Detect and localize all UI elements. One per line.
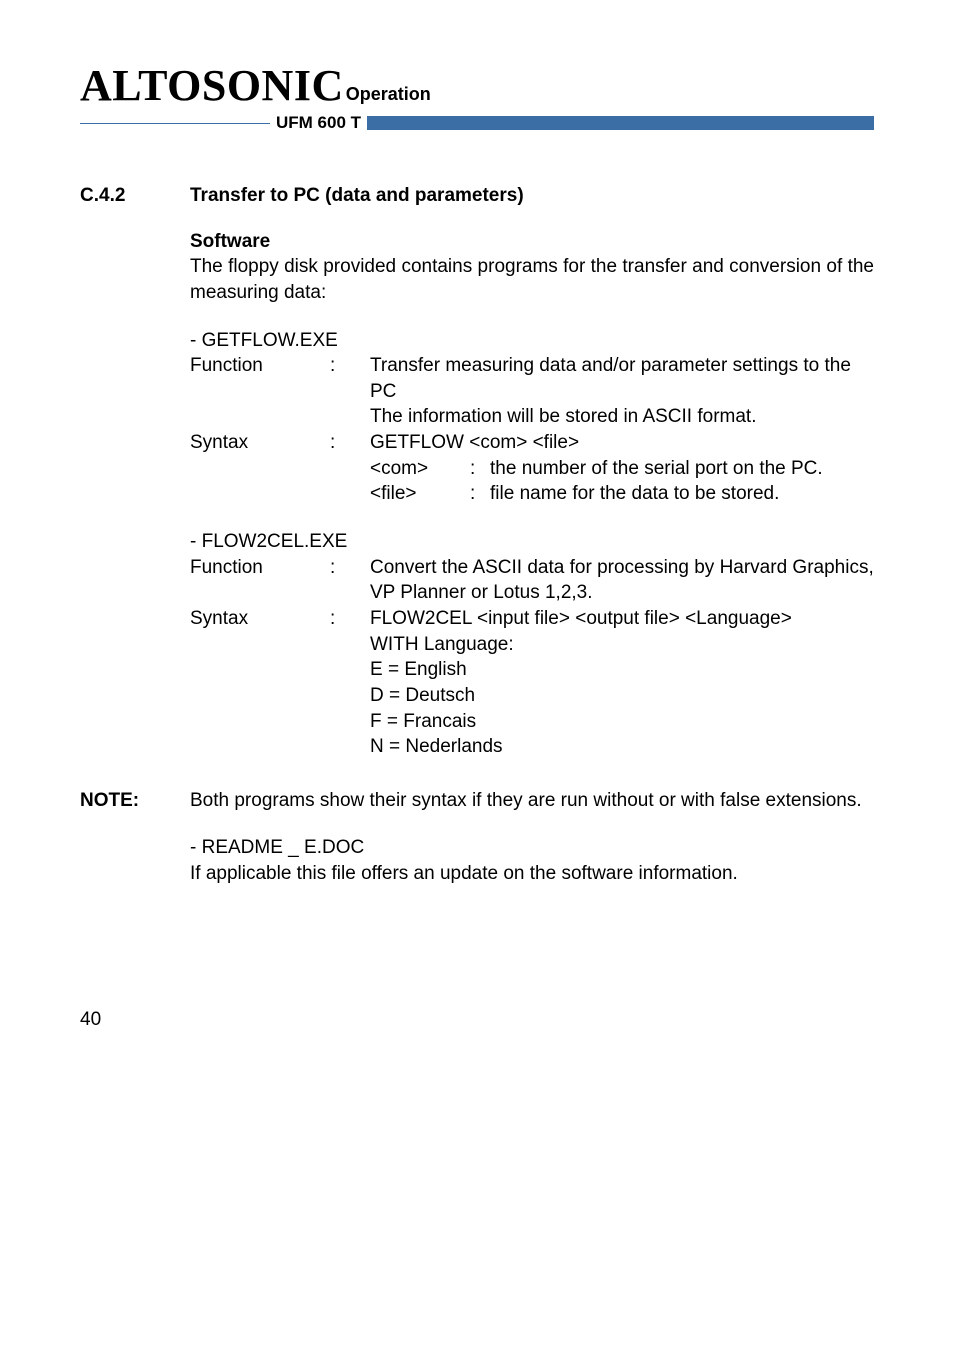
- prog2-syntax-label: Syntax: [190, 606, 330, 760]
- prog1-arg2-name: <file>: [370, 481, 470, 507]
- prog1-arg1-colon: :: [470, 456, 490, 482]
- prog2-lang-e: E = English: [370, 657, 874, 683]
- bar-line-left: [80, 123, 270, 124]
- content: C.4.2 Transfer to PC (data and parameter…: [80, 183, 874, 1032]
- prog2-syntax-cmd: FLOW2CEL <input file> <output file> <Lan…: [370, 606, 874, 632]
- doc-title: ALTOSONIC Operation: [80, 60, 874, 111]
- prog2-syntax-colon: :: [330, 606, 370, 760]
- section-number: C.4.2: [80, 183, 190, 209]
- software-heading: Software: [190, 229, 874, 255]
- prog1-func-text1: Transfer measuring data and/or parameter…: [370, 353, 874, 404]
- prog2-lang-n: N = Nederlands: [370, 734, 874, 760]
- prog1-func-text: Transfer measuring data and/or parameter…: [370, 353, 874, 430]
- prog1-name: - GETFLOW.EXE: [190, 328, 874, 354]
- prog1-arg1-desc: the number of the serial port on the PC.: [490, 456, 874, 482]
- prog1-syntax-colon: :: [330, 430, 370, 507]
- note-label: NOTE:: [80, 788, 190, 887]
- section-title: Transfer to PC (data and parameters): [190, 183, 524, 209]
- prog1-syntax-row: Syntax : GETFLOW <com> <file> <com> : th…: [190, 430, 874, 507]
- prog1-func-label: Function: [190, 353, 330, 430]
- prog1-arg1-row: <com> : the number of the serial port on…: [370, 456, 874, 482]
- prog2-func-label: Function: [190, 555, 330, 606]
- header-bar: UFM 600 T: [80, 113, 874, 133]
- prog2-name: - FLOW2CEL.EXE: [190, 529, 874, 555]
- prog1-func-colon: :: [330, 353, 370, 430]
- title-sub: Operation: [346, 84, 431, 105]
- page-number: 40: [80, 1007, 874, 1033]
- bar-label: UFM 600 T: [276, 113, 361, 133]
- software-intro: The floppy disk provided contains progra…: [190, 254, 874, 305]
- prog1-syntax-cmd: GETFLOW <com> <file>: [370, 430, 874, 456]
- note-block: NOTE: Both programs show their syntax if…: [80, 788, 874, 887]
- prog1-block: - GETFLOW.EXE Function : Transfer measur…: [190, 328, 874, 507]
- prog1-syntax-body: GETFLOW <com> <file> <com> : the number …: [370, 430, 874, 507]
- readme-name: - README _ E.DOC: [190, 835, 874, 861]
- note-text: Both programs show their syntax if they …: [190, 788, 874, 814]
- prog1-syntax-label: Syntax: [190, 430, 330, 507]
- section-heading: C.4.2 Transfer to PC (data and parameter…: [80, 183, 874, 209]
- software-block: Software The floppy disk provided contai…: [190, 229, 874, 760]
- prog1-function-row: Function : Transfer measuring data and/o…: [190, 353, 874, 430]
- prog1-arg2-desc: file name for the data to be stored.: [490, 481, 874, 507]
- prog2-func-colon: :: [330, 555, 370, 606]
- prog2-block: - FLOW2CEL.EXE Function : Convert the AS…: [190, 529, 874, 760]
- prog1-arg1-name: <com>: [370, 456, 470, 482]
- title-main: ALTOSONIC: [80, 60, 344, 111]
- prog2-lang-heading: WITH Language:: [370, 632, 874, 658]
- page: ALTOSONIC Operation UFM 600 T C.4.2 Tran…: [0, 0, 954, 1072]
- prog2-lang-d: D = Deutsch: [370, 683, 874, 709]
- bar-fill-right: [367, 116, 874, 130]
- prog2-func-text: Convert the ASCII data for processing by…: [370, 555, 874, 606]
- note-body: Both programs show their syntax if they …: [190, 788, 874, 887]
- prog1-arg2-row: <file> : file name for the data to be st…: [370, 481, 874, 507]
- prog2-function-row: Function : Convert the ASCII data for pr…: [190, 555, 874, 606]
- prog2-lang-f: F = Francais: [370, 709, 874, 735]
- readme-text: If applicable this file offers an update…: [190, 861, 874, 887]
- prog2-syntax-body: FLOW2CEL <input file> <output file> <Lan…: [370, 606, 874, 760]
- prog1-arg2-colon: :: [470, 481, 490, 507]
- prog2-syntax-row: Syntax : FLOW2CEL <input file> <output f…: [190, 606, 874, 760]
- prog1-func-text2: The information will be stored in ASCII …: [370, 404, 874, 430]
